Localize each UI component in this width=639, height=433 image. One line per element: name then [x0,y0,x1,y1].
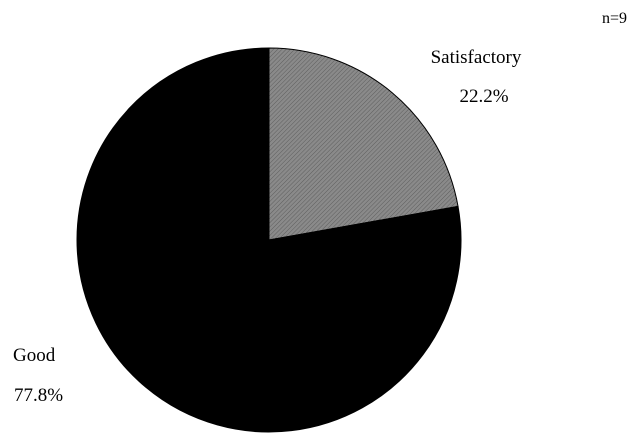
sample-size-note: n=9 [602,10,627,27]
pie-slices [76,47,462,433]
slice-value-good: 77.8% [14,385,63,406]
pie-slice-good [76,47,462,433]
pie-slice-satisfactory [268,47,459,241]
slice-label-good: Good [13,345,56,366]
slice-label-satisfactory: Satisfactory [431,47,522,68]
slice-value-satisfactory: 22.2% [459,86,508,107]
